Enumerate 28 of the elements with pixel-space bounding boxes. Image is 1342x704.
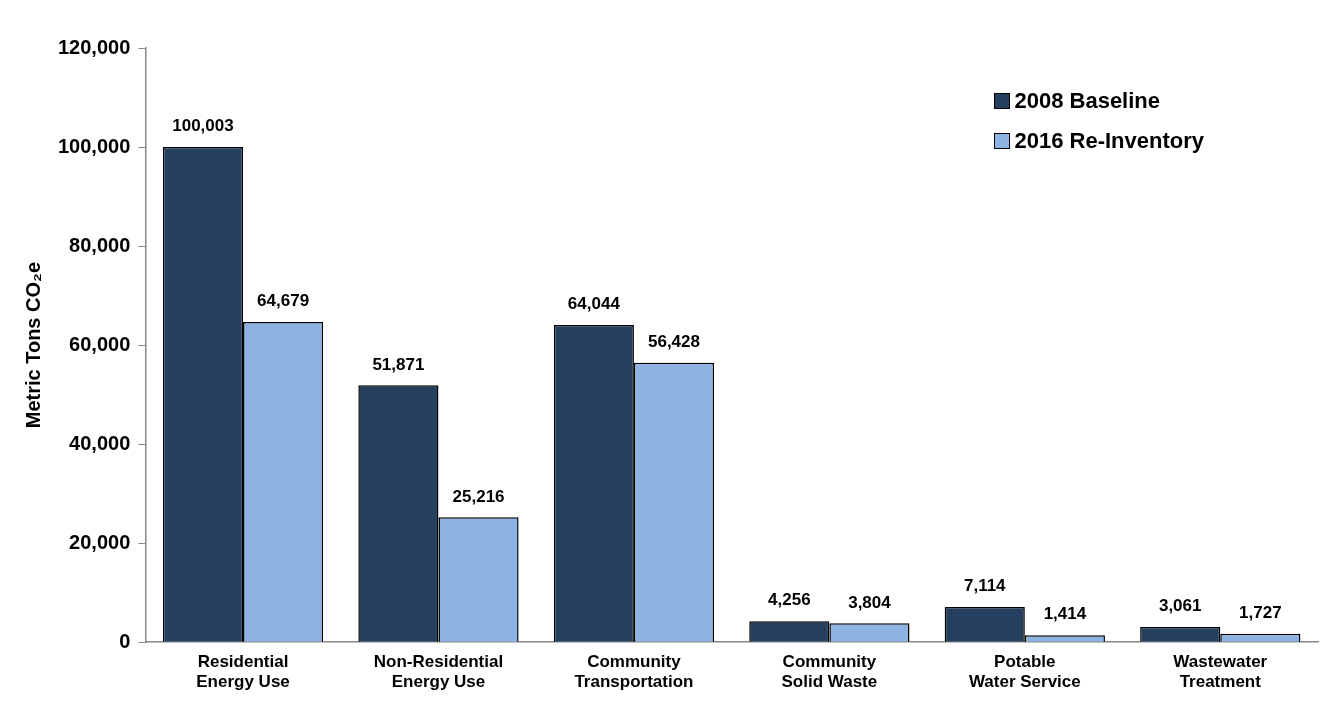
data-label: 100,003 <box>172 116 234 136</box>
data-label: 1,727 <box>1239 602 1282 622</box>
y-tick-label: 100,000 <box>58 134 131 157</box>
y-tick-label: 60,000 <box>69 332 131 355</box>
x-tick-label: Wastewater Treatment <box>1173 652 1268 692</box>
y-tick-label: 80,000 <box>69 233 131 256</box>
data-label: 64,679 <box>257 291 310 311</box>
y-axis-title: Metric Tons CO₂e <box>21 261 44 429</box>
data-label: 64,044 <box>567 294 621 314</box>
y-tick-label: 120,000 <box>58 35 131 58</box>
data-label: 4,256 <box>768 590 811 610</box>
x-tick-label: Potable Water Service <box>968 652 1081 692</box>
x-tick-label: Non-Residential Energy Use <box>373 652 504 692</box>
legend-label: 2008 Baseline <box>1014 88 1161 114</box>
data-label: 3,061 <box>1158 596 1202 616</box>
y-tick-label: 20,000 <box>69 530 131 553</box>
data-label: 1,414 <box>1043 604 1087 624</box>
data-label: 3,804 <box>848 592 892 612</box>
data-label: 56,428 <box>647 331 700 351</box>
x-tick-label: Residential Energy Use <box>196 652 290 692</box>
legend-label: 2016 Re-Inventory <box>1014 128 1204 154</box>
data-label: 7,114 <box>963 576 1007 596</box>
x-tick-label: Community Solid Waste <box>781 652 878 692</box>
data-label: 25,216 <box>452 486 505 506</box>
data-label: 51,871 <box>372 354 425 374</box>
y-tick-label: 0 <box>119 629 131 652</box>
y-tick-label: 40,000 <box>69 431 131 454</box>
x-tick-label: Community Transportation <box>574 652 694 692</box>
